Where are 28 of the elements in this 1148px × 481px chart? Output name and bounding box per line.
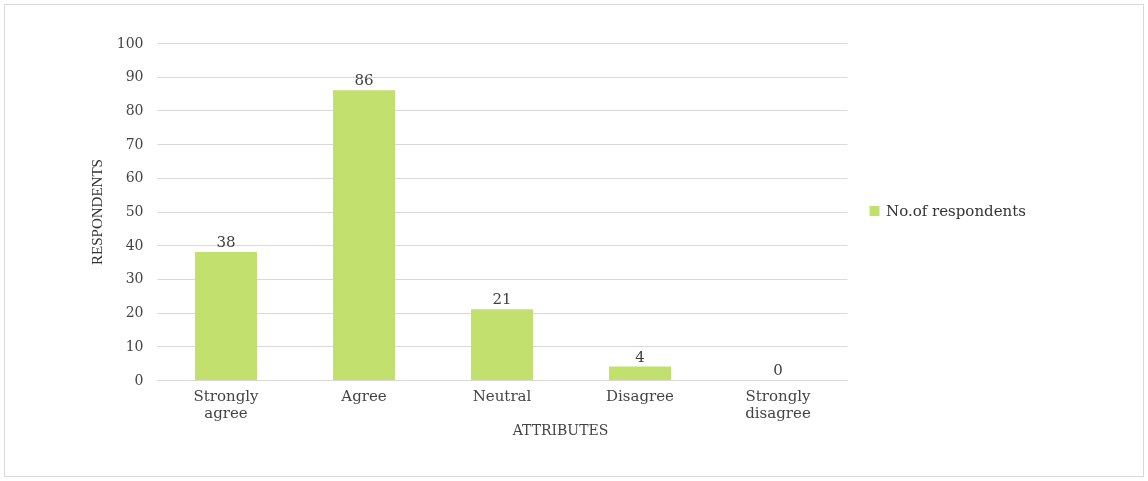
- x-tick-label: Disagree: [606, 386, 675, 405]
- data-label: 86: [354, 71, 374, 90]
- bar: [195, 251, 257, 380]
- data-label: 0: [773, 361, 783, 379]
- bar: [333, 90, 395, 380]
- y-tick-label: 40: [125, 236, 144, 253]
- data-label: 4: [635, 347, 645, 366]
- data-label: 38: [216, 232, 236, 251]
- y-tick-label: 70: [125, 135, 144, 152]
- y-tick-label: 80: [125, 101, 144, 118]
- x-tick-label: Neutral: [472, 386, 532, 405]
- y-tick-label: 0: [134, 371, 144, 388]
- y-tick-label: 20: [125, 304, 144, 321]
- x-axis-title: ATTRIBUTES: [511, 421, 609, 438]
- x-tick-label: Agree: [340, 386, 387, 405]
- y-tick-label: 30: [125, 270, 144, 287]
- y-tick-label: 60: [125, 169, 144, 186]
- bar: [609, 366, 671, 380]
- y-tick-label: 90: [125, 68, 144, 85]
- x-tick-label: Strongly agree: [193, 386, 260, 422]
- y-tick-label: 10: [125, 337, 144, 354]
- y-axis-title: RESPONDENTS: [88, 159, 105, 265]
- legend-label: No.of respondents: [886, 202, 1026, 220]
- bar: [471, 309, 533, 380]
- y-tick-label: 50: [125, 203, 144, 219]
- x-tick-label: Strongly disagree: [745, 386, 812, 422]
- data-label: 21: [492, 290, 512, 309]
- y-tick-label: 100: [116, 34, 144, 51]
